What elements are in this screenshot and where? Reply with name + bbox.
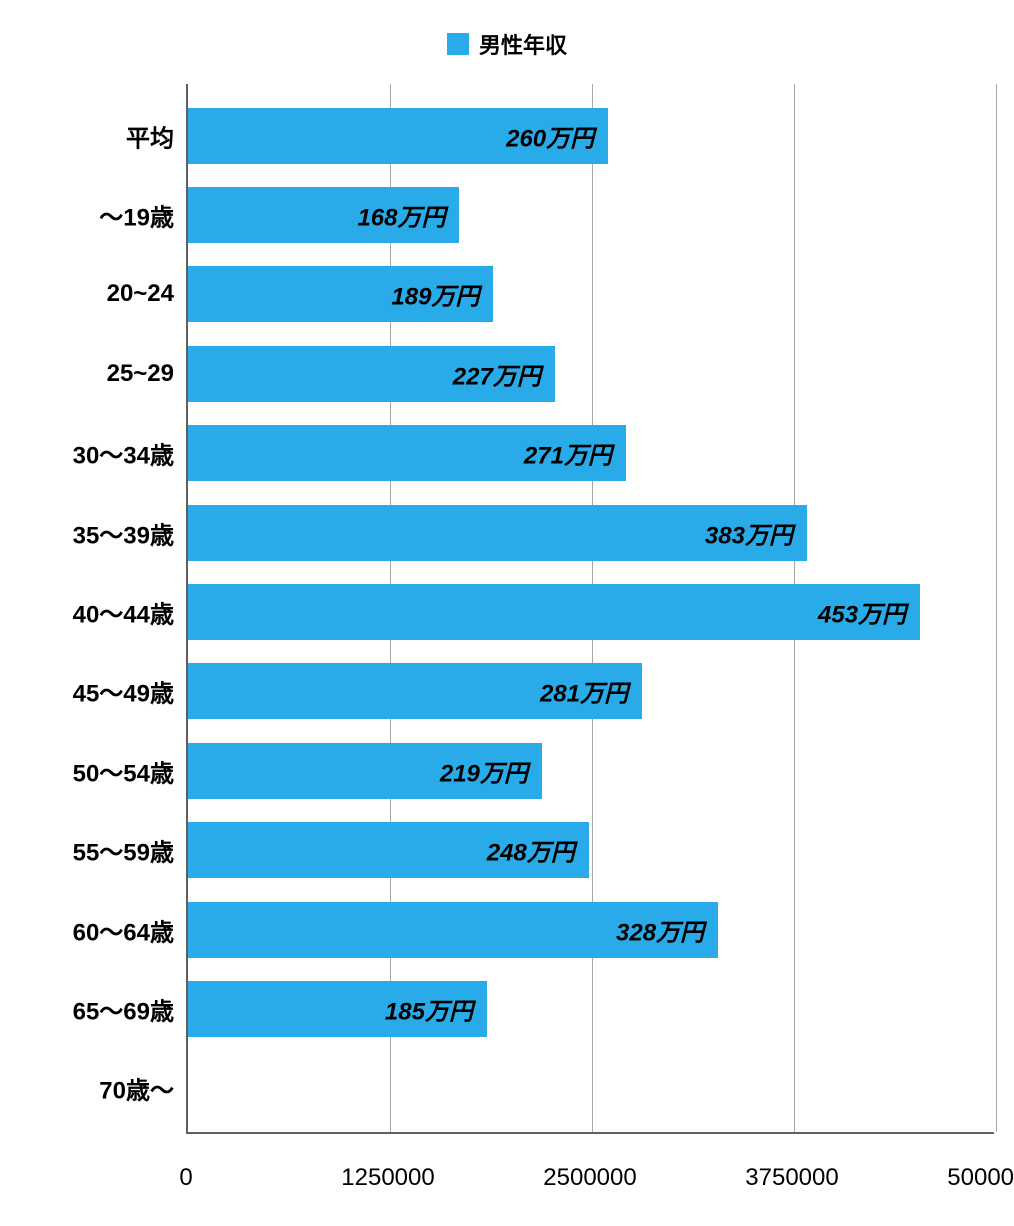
bar: 189万円 bbox=[188, 266, 493, 322]
y-axis-label: 40〜44歳 bbox=[73, 594, 174, 629]
y-axis-label: 平均 bbox=[126, 118, 174, 153]
bar: 185万円 bbox=[188, 981, 487, 1037]
bar: 260万円 bbox=[188, 108, 608, 164]
y-axis-label: 25~29 bbox=[107, 360, 174, 388]
bar: 281万円 bbox=[188, 663, 642, 719]
y-axis-label: 〜19歳 bbox=[99, 198, 174, 233]
bar: 383万円 bbox=[188, 505, 807, 561]
gridline bbox=[996, 84, 997, 1132]
plot-area: 平均〜19歳 20~24 25~29 30〜34歳 35〜39歳 40〜44歳 45〜49歳… bbox=[20, 84, 994, 1134]
bar-value-label: 227万円 bbox=[453, 356, 541, 391]
y-axis-label: 35〜39歳 bbox=[73, 515, 174, 550]
x-axis-label: 0 bbox=[179, 1164, 192, 1192]
bars-container: 260万円 168万円 189万円 227万円 271万円 383万円 453万円 281万円… bbox=[186, 84, 994, 1134]
bar: 219万円 bbox=[188, 743, 542, 799]
chart-legend: 男性年収 bbox=[20, 20, 994, 84]
bar: 453万円 bbox=[188, 584, 920, 640]
bar-value-label: 281万円 bbox=[540, 674, 628, 709]
bar-value-label: 185万円 bbox=[385, 991, 473, 1026]
bar-value-label: 219万円 bbox=[440, 753, 528, 788]
bar-value-label: 328万円 bbox=[616, 912, 704, 947]
bar-value-label: 383万円 bbox=[705, 515, 793, 550]
x-axis-label: 2500000 bbox=[543, 1164, 636, 1192]
y-axis-label: 20~24 bbox=[107, 280, 174, 308]
y-axis-label: 65〜69歳 bbox=[73, 991, 174, 1026]
y-axis-labels: 平均〜19歳 20~24 25~29 30〜34歳 35〜39歳 40〜44歳 45〜49歳… bbox=[20, 84, 186, 1134]
legend-swatch bbox=[447, 33, 469, 55]
bar-value-label: 168万円 bbox=[357, 198, 445, 233]
bar-value-label: 453万円 bbox=[818, 594, 906, 629]
x-axis-label: 1250000 bbox=[341, 1164, 434, 1192]
y-axis-label: 70歳〜 bbox=[99, 1071, 174, 1106]
bar: 248万円 bbox=[188, 822, 589, 878]
bar-value-label: 271万円 bbox=[524, 436, 612, 471]
x-axis-label: 5000000 bbox=[947, 1164, 1014, 1192]
y-axis-label: 60〜64歳 bbox=[73, 912, 174, 947]
bar: 168万円 bbox=[188, 187, 459, 243]
bar-value-label: 248万円 bbox=[487, 833, 575, 868]
y-axis-label: 30〜34歳 bbox=[73, 436, 174, 471]
y-axis-label: 55〜59歳 bbox=[73, 833, 174, 868]
y-axis-label: 50〜54歳 bbox=[73, 753, 174, 788]
bar: 271万円 bbox=[188, 425, 626, 481]
bar: 227万円 bbox=[188, 346, 555, 402]
bar-value-label: 189万円 bbox=[391, 277, 479, 312]
bar: 328万円 bbox=[188, 902, 718, 958]
legend-label: 男性年収 bbox=[479, 28, 567, 60]
y-axis-label: 45〜49歳 bbox=[73, 674, 174, 709]
bar-value-label: 260万円 bbox=[506, 118, 594, 153]
x-axis-labels: 01250000250000037500005000000 bbox=[186, 1150, 994, 1206]
income-bar-chart: 男性年収 平均〜19歳 20~24 25~29 30〜34歳 35〜39歳 40〜44歳 4… bbox=[20, 20, 994, 1206]
x-axis-label: 3750000 bbox=[745, 1164, 838, 1192]
